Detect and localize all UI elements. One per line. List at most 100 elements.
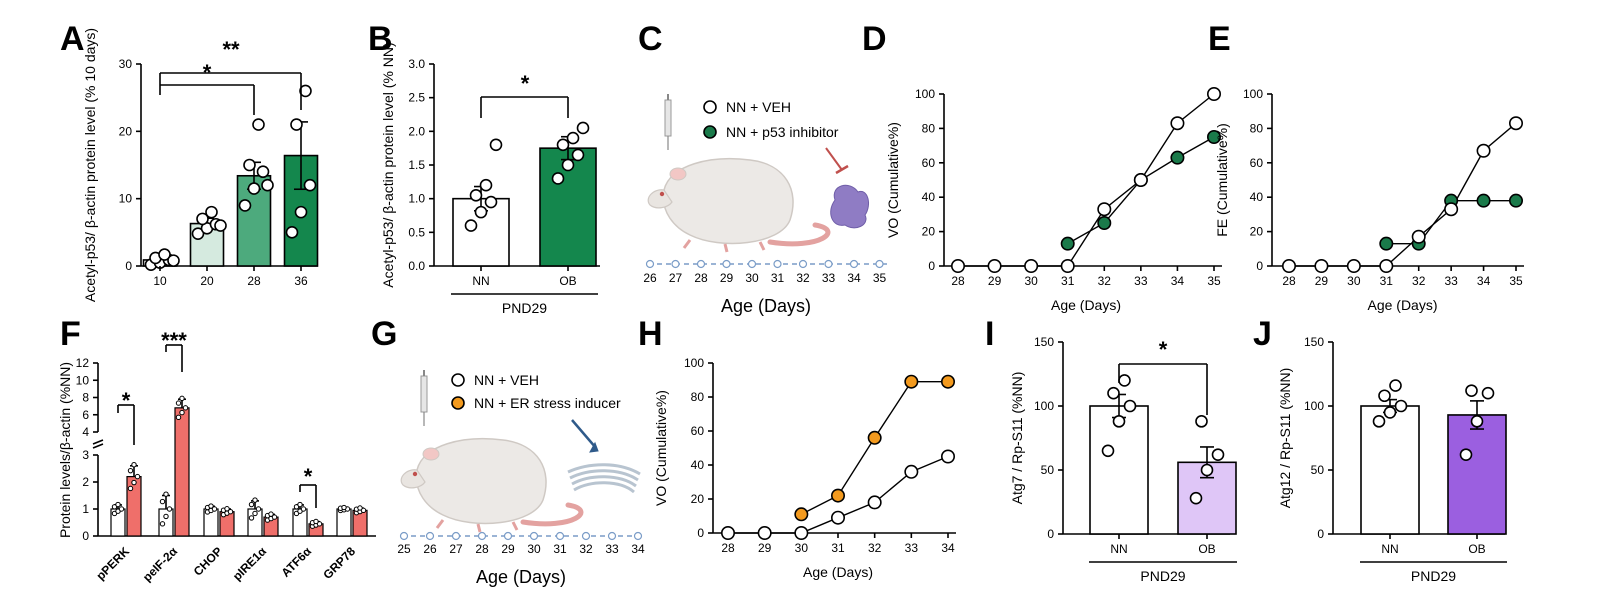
- x-tick-label: 28: [1282, 274, 1296, 288]
- data-point: [300, 506, 307, 512]
- x-tick-label: OB: [1198, 542, 1215, 556]
- y-tick-label: 12: [76, 356, 90, 370]
- sig-stars: **: [222, 37, 240, 62]
- panel-letter-e: E: [1208, 20, 1231, 58]
- data-point: [214, 219, 227, 232]
- series-marker: [904, 464, 919, 479]
- chart-b: 0.0 0.5 1.0 1.5 2.0 2.5 3.0 NN OB Acetyl-p53/ β-a…: [380, 42, 600, 316]
- timeline-tick-label: 28: [694, 271, 708, 285]
- data-point: [179, 395, 185, 402]
- chart-c: NN + VEH NN + p53 inhibitor 26 27 28 29 30 31 32…: [643, 94, 888, 316]
- timeline-tick-label: 28: [475, 542, 489, 556]
- series-marker: [1509, 116, 1524, 131]
- data-point: [159, 498, 166, 505]
- timeline-point: [451, 531, 461, 541]
- data-point: [316, 521, 323, 527]
- bar: [174, 407, 190, 537]
- inhibit-arrow: [825, 147, 843, 171]
- rat-feet: [682, 239, 766, 253]
- chart-g: NN + VEH NN + ER stress inducer 25 26 27 28 29…: [397, 370, 645, 587]
- panel-letter-d: D: [862, 20, 887, 58]
- x-tick-label: 29: [758, 541, 772, 555]
- series-marker: [1444, 202, 1459, 217]
- series-marker: [794, 507, 809, 522]
- data-point: [285, 226, 299, 239]
- data-point: [196, 212, 209, 226]
- y-tick-label: 20: [691, 492, 705, 506]
- series-marker: [867, 430, 882, 445]
- y-tick-label: 20: [922, 225, 936, 239]
- x-tick-label: 34: [1477, 274, 1491, 288]
- timeline-point: [849, 259, 859, 269]
- series-marker: [904, 374, 919, 389]
- timeline-point: [425, 531, 435, 541]
- data-point: [127, 467, 134, 474]
- y-tick-label: 2.0: [408, 124, 425, 138]
- rat-ear: [669, 167, 687, 181]
- series-marker: [1133, 173, 1148, 188]
- y-axis-label: Atg12 / Rp-S11 (%NN): [1277, 368, 1293, 509]
- series-marker: [1097, 216, 1112, 231]
- series-marker: [940, 449, 955, 464]
- bar: [336, 508, 352, 537]
- data-point: [556, 138, 570, 152]
- timeline-tick-label: 30: [527, 542, 541, 556]
- series-marker: [987, 258, 1002, 273]
- bar: [1447, 414, 1507, 535]
- timeline-tick-label: 27: [449, 542, 463, 556]
- panel-letter-g: G: [371, 315, 397, 353]
- legend-marker-inhibitor: [703, 125, 717, 139]
- panel-letter-a: A: [60, 20, 85, 58]
- group-label: PND29: [1411, 568, 1456, 584]
- timeline-tick-label: 31: [553, 542, 567, 556]
- y-axis-label: Acetyl-p53/ β-actin protein level (% 10 …: [82, 28, 98, 302]
- series-marker: [1346, 258, 1361, 273]
- group-label: PND29: [502, 300, 547, 316]
- x-axis-label: Age (Days): [803, 564, 873, 580]
- series-marker: [720, 525, 735, 540]
- data-point: [175, 414, 182, 421]
- data-point: [118, 506, 125, 512]
- y-tick-label: 20: [119, 124, 133, 138]
- sig-stars: *: [203, 60, 212, 85]
- er-arrow: [571, 419, 597, 449]
- data-point: [255, 506, 262, 512]
- data-point: [248, 515, 255, 521]
- timeline-axis-label: Age (Days): [476, 567, 566, 587]
- x-tick-label: 32: [868, 541, 882, 555]
- group-label: PND29: [1140, 568, 1185, 584]
- timeline-tick-label: 33: [605, 542, 619, 556]
- x-tick-label: 31: [1380, 274, 1394, 288]
- data-point: [205, 205, 218, 219]
- x-tick-label: 35: [1509, 274, 1523, 288]
- series-marker: [1379, 236, 1394, 251]
- data-point: [166, 506, 173, 512]
- data-point: [1211, 448, 1225, 461]
- series-marker: [1024, 258, 1039, 273]
- er-membrane: [573, 481, 635, 494]
- series-marker: [1060, 236, 1075, 251]
- chart-i: 0 50 100 150 NN OB Atg7 / Rp-S11 (%NN) PND29 *: [1009, 335, 1237, 584]
- x-tick-label: NN: [1381, 542, 1398, 556]
- series-line: [801, 381, 948, 515]
- legend-label: NN + ER stress inducer: [474, 395, 621, 411]
- data-point: [1470, 415, 1484, 428]
- data-point: [1383, 406, 1397, 419]
- y-tick-label: 30: [119, 57, 133, 71]
- data-point: [1112, 415, 1126, 428]
- legend-label: NN + VEH: [474, 372, 539, 388]
- data-point: [131, 479, 137, 486]
- series-marker: [867, 495, 882, 510]
- timeline-point: [503, 531, 513, 541]
- rat-tail: [520, 502, 584, 527]
- data-point: [1481, 386, 1495, 400]
- inhibit-bar: [835, 164, 849, 175]
- timeline-tick-label: 32: [579, 542, 593, 556]
- data-point: [474, 205, 488, 219]
- series-marker: [1476, 143, 1491, 158]
- legend-label: NN + VEH: [726, 99, 791, 115]
- series-marker: [1097, 202, 1112, 217]
- y-tick-label: 100: [915, 87, 935, 101]
- data-point: [1118, 374, 1131, 387]
- y-tick-label: 100: [684, 356, 704, 370]
